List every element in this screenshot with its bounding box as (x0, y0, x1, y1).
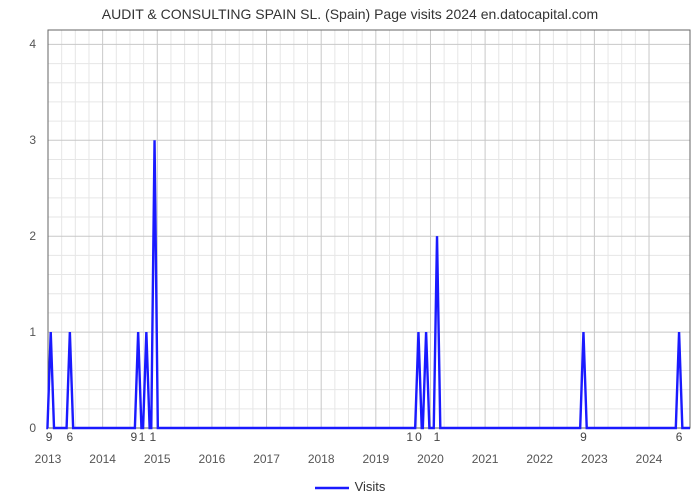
visits-line-chart: AUDIT & CONSULTING SPAIN SL. (Spain) Pag… (0, 0, 700, 500)
spike-value-label: 1 (150, 430, 157, 444)
chart-svg (0, 0, 700, 500)
x-tick-label: 2015 (144, 452, 171, 466)
spike-value-label: 0 (415, 430, 422, 444)
chart-title: AUDIT & CONSULTING SPAIN SL. (Spain) Pag… (0, 6, 700, 22)
y-tick-label: 4 (29, 37, 36, 51)
x-tick-label: 2020 (417, 452, 444, 466)
spike-value-label: 9 (130, 430, 137, 444)
spike-value-label: 1 (139, 430, 146, 444)
x-tick-label: 2016 (199, 452, 226, 466)
x-tick-label: 2017 (253, 452, 280, 466)
spike-value-label: 9 (580, 430, 587, 444)
y-tick-label: 1 (29, 325, 36, 339)
x-tick-label: 2014 (89, 452, 116, 466)
spike-value-label: 1 (434, 430, 441, 444)
x-tick-label: 2023 (581, 452, 608, 466)
x-tick-label: 2018 (308, 452, 335, 466)
x-tick-label: 2021 (472, 452, 499, 466)
legend-swatch (315, 484, 349, 492)
spike-value-label: 9 (46, 430, 53, 444)
x-tick-label: 2024 (636, 452, 663, 466)
chart-legend: Visits (0, 479, 700, 494)
spike-value-label: 6 (67, 430, 74, 444)
x-tick-label: 2013 (35, 452, 62, 466)
y-tick-label: 2 (29, 229, 36, 243)
legend-label: Visits (355, 479, 386, 494)
y-tick-label: 3 (29, 133, 36, 147)
spike-value-label: 1 (406, 430, 413, 444)
x-tick-label: 2019 (362, 452, 389, 466)
y-tick-label: 0 (29, 421, 36, 435)
x-tick-label: 2022 (526, 452, 553, 466)
spike-value-label: 6 (676, 430, 683, 444)
